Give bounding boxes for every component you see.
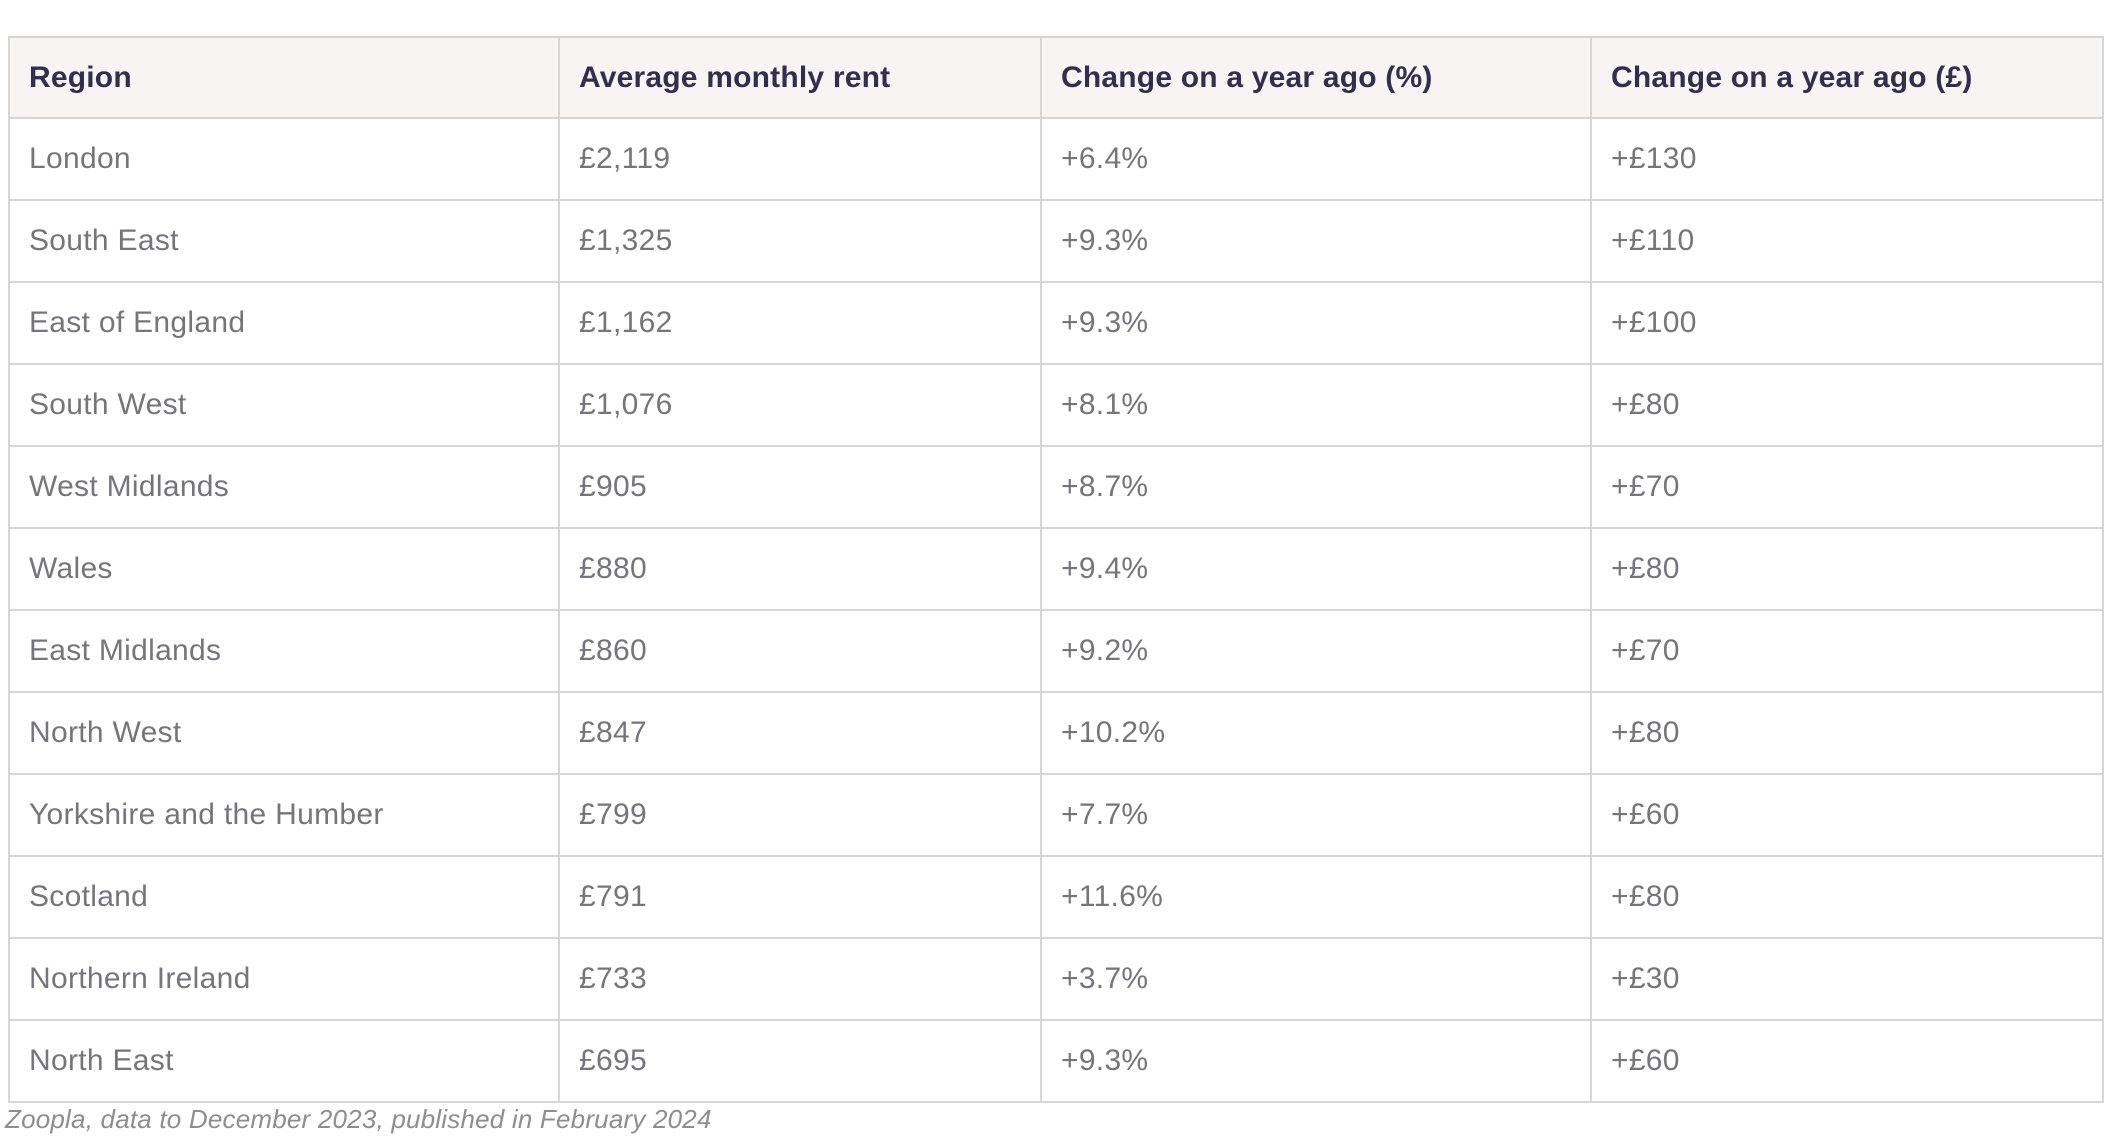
cell-change-pounds: +£80: [1590, 691, 2104, 775]
cell-change-percent: +10.2%: [1040, 691, 1592, 775]
cell-change-pounds: +£30: [1590, 937, 2104, 1021]
rents-by-region-table: Region Average monthly rent Change on a …: [8, 36, 2104, 1103]
column-header-change-percent: Change on a year ago (%): [1040, 36, 1592, 119]
cell-change-percent: +8.7%: [1040, 445, 1592, 529]
cell-rent: £695: [558, 1019, 1042, 1103]
cell-region: Scotland: [8, 855, 560, 939]
cell-change-pounds: +£80: [1590, 363, 2104, 447]
cell-rent: £905: [558, 445, 1042, 529]
column-header-average-monthly-rent: Average monthly rent: [558, 36, 1042, 119]
cell-change-percent: +9.3%: [1040, 199, 1592, 283]
cell-rent: £733: [558, 937, 1042, 1021]
table-row: East Midlands £860 +9.2% +£70: [8, 609, 2104, 693]
cell-region: London: [8, 117, 560, 201]
table-row: North East £695 +9.3% +£60: [8, 1019, 2104, 1103]
cell-region: Northern Ireland: [8, 937, 560, 1021]
cell-region: East of England: [8, 281, 560, 365]
cell-change-pounds: +£100: [1590, 281, 2104, 365]
column-header-change-pounds: Change on a year ago (£): [1590, 36, 2104, 119]
table-row: London £2,119 +6.4% +£130: [8, 117, 2104, 201]
cell-change-percent: +11.6%: [1040, 855, 1592, 939]
cell-rent: £1,325: [558, 199, 1042, 283]
cell-change-pounds: +£60: [1590, 1019, 2104, 1103]
cell-change-pounds: +£130: [1590, 117, 2104, 201]
cell-region: South East: [8, 199, 560, 283]
cell-change-percent: +9.4%: [1040, 527, 1592, 611]
cell-change-percent: +9.2%: [1040, 609, 1592, 693]
column-header-region: Region: [8, 36, 560, 119]
cell-region: East Midlands: [8, 609, 560, 693]
table-row: South West £1,076 +8.1% +£80: [8, 363, 2104, 447]
table-row: West Midlands £905 +8.7% +£70: [8, 445, 2104, 529]
table-row: Yorkshire and the Humber £799 +7.7% +£60: [8, 773, 2104, 857]
cell-change-pounds: +£80: [1590, 855, 2104, 939]
cell-change-percent: +6.4%: [1040, 117, 1592, 201]
cell-region: North East: [8, 1019, 560, 1103]
cell-region: South West: [8, 363, 560, 447]
cell-change-pounds: +£110: [1590, 199, 2104, 283]
cell-rent: £880: [558, 527, 1042, 611]
cell-change-percent: +9.3%: [1040, 1019, 1592, 1103]
cell-change-percent: +3.7%: [1040, 937, 1592, 1021]
source-note: Zoopla, data to December 2023, published…: [5, 1104, 712, 1134]
cell-change-pounds: +£60: [1590, 773, 2104, 857]
cell-change-pounds: +£70: [1590, 445, 2104, 529]
cell-rent: £799: [558, 773, 1042, 857]
cell-rent: £1,162: [558, 281, 1042, 365]
table-row: South East £1,325 +9.3% +£110: [8, 199, 2104, 283]
rent-table-section: Region Average monthly rent Change on a …: [8, 36, 2104, 1103]
cell-change-pounds: +£70: [1590, 609, 2104, 693]
cell-rent: £847: [558, 691, 1042, 775]
table-row: Northern Ireland £733 +3.7% +£30: [8, 937, 2104, 1021]
cell-rent: £860: [558, 609, 1042, 693]
cell-rent: £2,119: [558, 117, 1042, 201]
cell-change-percent: +8.1%: [1040, 363, 1592, 447]
cell-region: Yorkshire and the Humber: [8, 773, 560, 857]
cell-change-percent: +9.3%: [1040, 281, 1592, 365]
cell-rent: £791: [558, 855, 1042, 939]
table-row: East of England £1,162 +9.3% +£100: [8, 281, 2104, 365]
table-row: North West £847 +10.2% +£80: [8, 691, 2104, 775]
cell-rent: £1,076: [558, 363, 1042, 447]
cell-change-percent: +7.7%: [1040, 773, 1592, 857]
cell-region: North West: [8, 691, 560, 775]
cell-region: West Midlands: [8, 445, 560, 529]
table-row: Scotland £791 +11.6% +£80: [8, 855, 2104, 939]
cell-region: Wales: [8, 527, 560, 611]
table-row: Wales £880 +9.4% +£80: [8, 527, 2104, 611]
cell-change-pounds: +£80: [1590, 527, 2104, 611]
table-header-row: Region Average monthly rent Change on a …: [8, 36, 2104, 119]
